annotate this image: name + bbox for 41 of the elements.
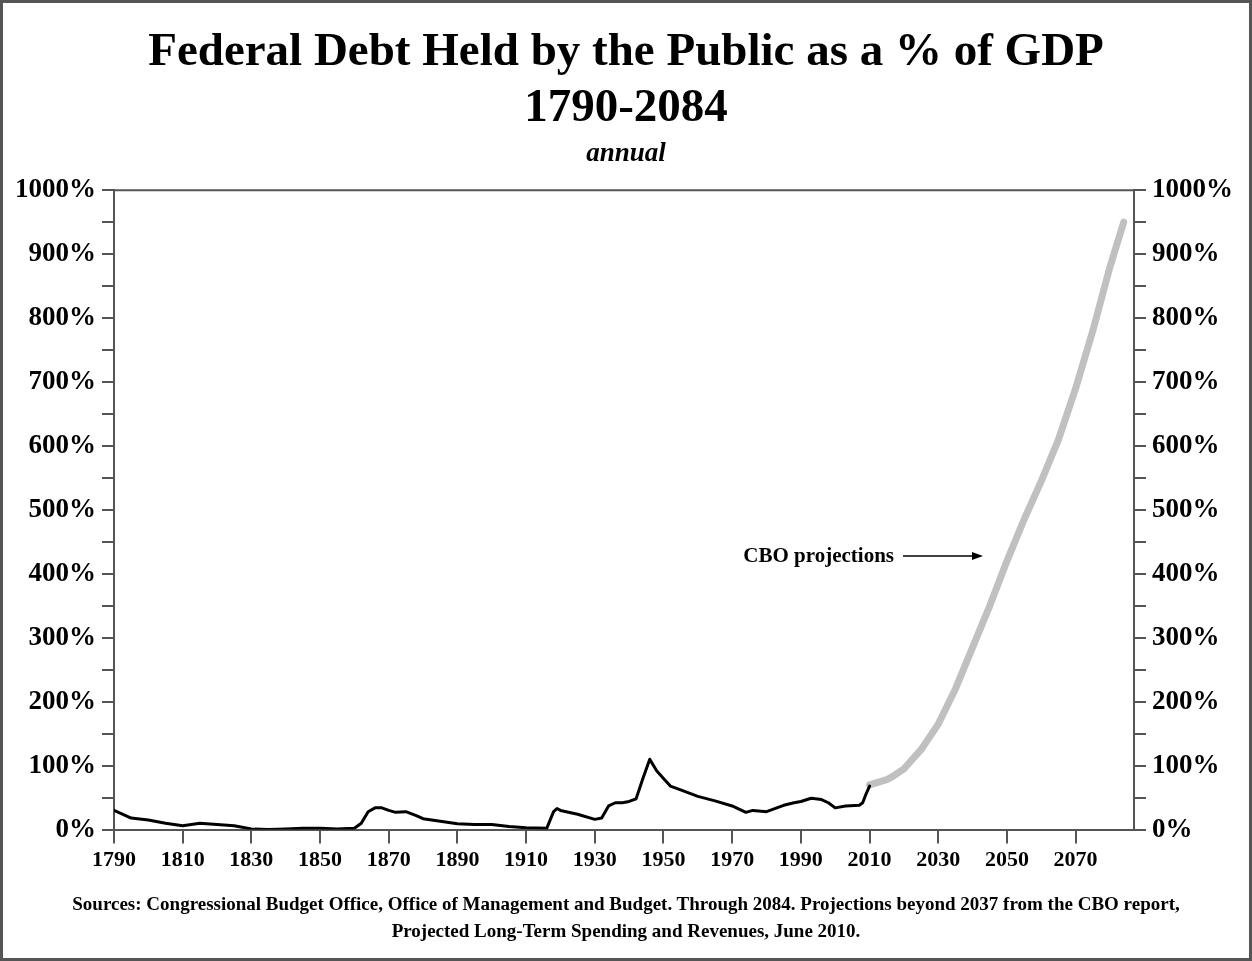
y2-tick-label: 800%	[1152, 301, 1220, 332]
y2-tick-label: 200%	[1152, 684, 1220, 715]
y-tick-label: 700%	[28, 364, 96, 395]
x-tick-label: 1790	[92, 846, 136, 872]
x-tick-label: 1990	[778, 846, 823, 872]
x-tick-label: 2030	[916, 846, 961, 872]
x-tick-label: 1810	[160, 846, 205, 872]
source-note: Sources: Congressional Budget Office, Office of Management and Budget. Through 2084. Projections beyond 2037 from the CBO report, Projected Long-Term Spending and Revenues, June 2010.	[71, 892, 1181, 943]
chart-title: Federal Debt Held by the Public as a % of GDP 1790-2084	[147, 22, 1105, 133]
x-tick-label: 1830	[229, 846, 274, 872]
x-tick-label: 1910	[504, 846, 549, 872]
y2-tick-label: 700%	[1152, 364, 1220, 395]
y-tick-label: 900%	[28, 237, 96, 268]
y2-tick-label: 900%	[1152, 237, 1220, 268]
y-tick-label: 800%	[28, 301, 96, 332]
y2-tick-label: 1000%	[1152, 173, 1233, 204]
y-tick-label: 0%	[55, 812, 96, 843]
y-tick-label: 500%	[28, 492, 96, 523]
x-tick-label: 1870	[366, 846, 411, 872]
y2-tick-label: 300%	[1152, 620, 1220, 651]
x-tick-label: 1930	[572, 846, 617, 872]
y-tick-label: 200%	[28, 684, 96, 715]
x-tick-label: 2050	[984, 846, 1029, 872]
x-tick-label: 1850	[298, 846, 343, 872]
x-tick-label: 1970	[710, 846, 755, 872]
y2-tick-label: 400%	[1152, 556, 1220, 587]
chart-subtitle: annual	[585, 137, 667, 168]
x-tick-label: 1890	[435, 846, 480, 872]
y-tick-label: 600%	[28, 428, 96, 459]
x-tick-label: 1950	[641, 846, 686, 872]
y-tick-label: 100%	[28, 748, 96, 779]
y2-tick-label: 600%	[1152, 428, 1220, 459]
x-tick-label: 2010	[847, 846, 892, 872]
y-tick-label: 300%	[28, 620, 96, 651]
y-tick-label: 400%	[28, 556, 96, 587]
annotation: CBO projections	[743, 542, 894, 568]
y2-tick-label: 500%	[1152, 492, 1220, 523]
y-tick-label: 1000%	[15, 173, 96, 204]
y2-tick-label: 100%	[1152, 748, 1220, 779]
y2-tick-label: 0%	[1152, 812, 1193, 843]
x-tick-label: 2070	[1053, 846, 1098, 872]
